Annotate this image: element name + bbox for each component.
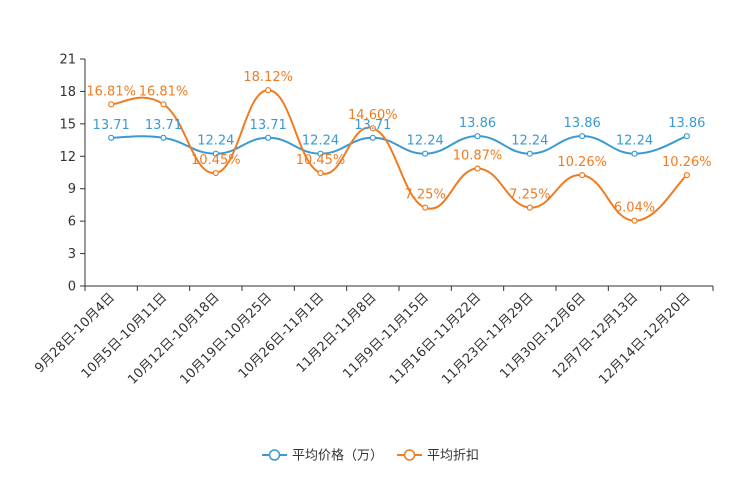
- series-1-data-label: 14.60%: [348, 108, 398, 123]
- series-1-data-label: 7.25%: [509, 188, 550, 203]
- series-1-data-label: 6.04%: [614, 201, 655, 216]
- y-tick-label: 9: [68, 182, 76, 197]
- series-1-point: [317, 169, 324, 177]
- series-0-data-label: 12.24: [616, 134, 653, 149]
- series-1-point: [474, 165, 481, 172]
- y-tick-label: 12: [59, 150, 76, 165]
- y-tick-label: 0: [68, 280, 76, 295]
- series-1-data-label: 16.81%: [86, 84, 136, 99]
- series-1-data-label: 10.26%: [557, 155, 607, 170]
- series-1-point: [160, 101, 167, 108]
- series-1-point: [631, 217, 638, 224]
- y-tick-label: 15: [59, 117, 76, 132]
- series-0-point: [160, 134, 167, 141]
- series-0-data-label: 12.24: [407, 134, 444, 149]
- x-tick-label: 10月12日-10月18日: [125, 290, 222, 387]
- y-tick-label: 21: [59, 53, 76, 68]
- series-0-data-label: 13.71: [93, 118, 130, 133]
- series-1-point: [422, 204, 429, 211]
- series-0-data-label: 12.24: [197, 134, 234, 149]
- series-1-point: [108, 101, 115, 108]
- x-tick-label: 11月16日-11月22日: [387, 290, 484, 387]
- series-0-point: [683, 133, 690, 140]
- series-0-data-label: 12.24: [511, 134, 548, 149]
- series-1-point: [579, 171, 586, 179]
- series-0-point: [108, 134, 115, 141]
- series-layer: [108, 87, 690, 224]
- series-0-point: [474, 133, 481, 140]
- y-tick-label: 6: [68, 215, 76, 230]
- series-1-point: [212, 169, 219, 177]
- y-tick-label: 18: [59, 85, 76, 100]
- series-1-data-label: 16.81%: [139, 84, 189, 99]
- series-1-data-label: 10.45%: [191, 153, 241, 168]
- series-0-point: [579, 133, 586, 140]
- series-0-point: [631, 150, 638, 157]
- series-0-point: [422, 150, 429, 157]
- series-0-point: [265, 134, 272, 141]
- x-tick-label: 11月23日-11月29日: [439, 290, 536, 387]
- y-tick-label: 3: [68, 247, 76, 262]
- series-0-point: [212, 150, 219, 157]
- series-1-point: [265, 87, 272, 94]
- legend-item-0: 平均价格（万）: [262, 448, 383, 464]
- series-1-data-label: 18.12%: [243, 70, 293, 85]
- legend-circle-icon: [268, 449, 281, 461]
- series-0-point: [526, 150, 533, 157]
- series-0-data-label: 13.71: [250, 118, 287, 133]
- series-0-point: [369, 134, 376, 141]
- legend-item-1: 平均折扣: [397, 449, 479, 464]
- series-1-point: [683, 171, 690, 179]
- data-labels: 13.71 13.71 12.24 13.71 12.24 13.71 12.24 13.86…: [86, 70, 711, 216]
- legend: 平均价格（万） 平均折扣: [262, 448, 479, 464]
- series-1-data-label: 7.25%: [405, 188, 446, 203]
- legend-label: 平均价格（万）: [292, 448, 383, 464]
- legend-label: 平均折扣: [427, 449, 479, 464]
- series-0-data-label: 13.86: [564, 116, 601, 131]
- x-tick-label: 10月19日-10月25日: [178, 290, 275, 387]
- axes: 0369121518219月28日-10月4日10月5日-10月11日10月12…: [32, 53, 714, 388]
- series-0-point: [317, 150, 324, 157]
- series-0-data-label: 13.86: [459, 116, 496, 131]
- x-tick-label: 12月14日-12月20日: [596, 290, 693, 387]
- series-0-data-label: 13.86: [668, 116, 705, 131]
- series-1-data-label: 10.87%: [453, 149, 503, 164]
- series-0-data-label: 13.71: [145, 118, 182, 133]
- series-0-data-label: 12.24: [302, 134, 339, 149]
- series-0-data-label: 13.71: [354, 118, 391, 133]
- series-1-point: [526, 204, 533, 211]
- series-1-data-label: 10.26%: [662, 155, 712, 170]
- series-1-point: [369, 125, 376, 132]
- legend-circle-icon: [403, 449, 416, 461]
- series-1-data-label: 10.45%: [296, 153, 346, 168]
